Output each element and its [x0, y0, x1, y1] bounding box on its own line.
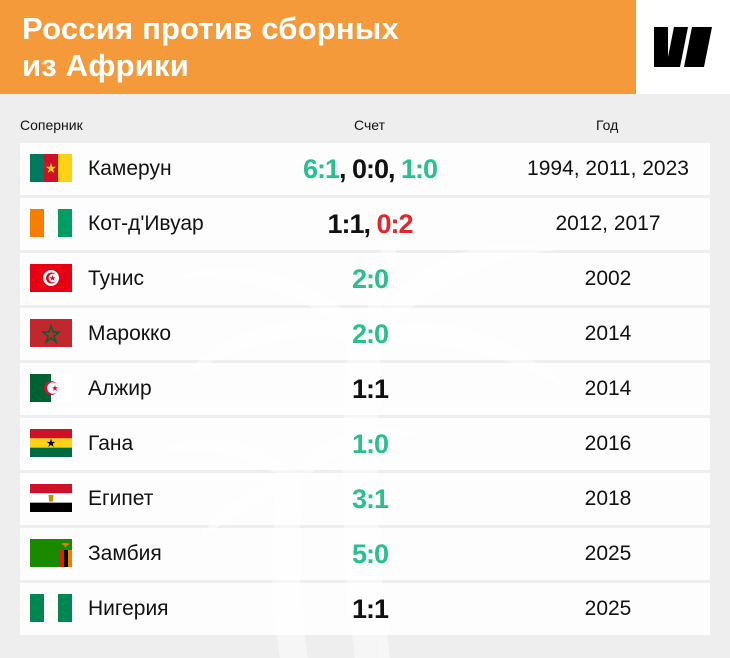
team-name: Камерун — [88, 157, 172, 180]
score-value: 2:0 — [351, 264, 389, 294]
score-cell: 1:0 — [220, 418, 520, 470]
score-cell: 5:0 — [220, 528, 520, 580]
team-name: Гана — [88, 432, 134, 455]
year-cell: 2012, 2017 — [555, 212, 661, 235]
year-cell: 1994, 2011, 2023 — [527, 157, 689, 180]
score-separator: , — [363, 209, 377, 239]
results-table: Камерун 6:1, 0:0, 1:0 1994, 2011, 2023 К… — [20, 143, 710, 638]
score-value: 3:1 — [351, 484, 389, 514]
table-row: Алжир 1:1 2014 — [20, 363, 710, 415]
morocco-flag-icon — [30, 319, 72, 347]
cameroon-flag-icon — [30, 154, 72, 182]
table-row: Египет 3:1 2018 — [20, 473, 710, 525]
team-name: Тунис — [88, 267, 144, 290]
team-name: Египет — [88, 487, 154, 510]
score-value: 1:0 — [351, 429, 389, 459]
nigeria-flag-icon — [30, 594, 72, 622]
ghana-flag-icon — [30, 429, 72, 457]
column-header-year: Год — [596, 117, 619, 133]
score-cell: 2:0 — [220, 253, 520, 305]
team-name: Кот-д'Ивуар — [88, 212, 204, 235]
algeria-flag-icon — [30, 374, 72, 402]
score-cell: 1:1 — [220, 363, 520, 415]
score-value: 1:1 — [351, 374, 389, 404]
year-cell: 2025 — [584, 597, 632, 620]
year-cell: 2014 — [584, 377, 632, 400]
year-cell: 2018 — [584, 487, 632, 510]
ivory-coast-flag-icon — [30, 209, 72, 237]
table-row: Нигерия 1:1 2025 — [20, 583, 710, 635]
team-name: Замбия — [88, 542, 162, 565]
table-row: Тунис 2:0 2002 — [20, 253, 710, 305]
table-row: Камерун 6:1, 0:0, 1:0 1994, 2011, 2023 — [20, 143, 710, 195]
page-title: Россия против сборных из Африки — [22, 10, 622, 84]
team-name: Нигерия — [88, 597, 169, 620]
year-cell: 2014 — [584, 322, 632, 345]
table-row: Кот-д'Ивуар 1:1, 0:2 2012, 2017 — [20, 198, 710, 250]
score-separator: , — [338, 154, 352, 184]
score-value: 1:1 — [327, 209, 364, 239]
column-header-score: Счет — [354, 117, 385, 133]
year-cell: 2025 — [584, 542, 632, 565]
tunisia-flag-icon — [30, 264, 72, 292]
egypt-flag-icon — [30, 484, 72, 512]
score-value: 2:0 — [351, 319, 389, 349]
score-cell: 1:1, 0:2 — [220, 198, 520, 250]
score-cell: 1:1 — [220, 583, 520, 635]
page-title-line-1: Россия против сборных — [22, 11, 399, 46]
brand-logo — [636, 0, 730, 94]
page-title-line-2: из Африки — [22, 48, 189, 83]
column-header-opponent: Соперник — [20, 117, 83, 133]
score-cell: 2:0 — [220, 308, 520, 360]
year-cell: 2002 — [584, 267, 632, 290]
score-value: 1:1 — [351, 594, 389, 624]
score-value: 0:2 — [376, 209, 414, 239]
score-cell: 6:1, 0:0, 1:0 — [220, 143, 520, 195]
year-cell: 2016 — [584, 432, 632, 455]
score-value: 0:0 — [351, 154, 389, 184]
score-value: 6:1 — [302, 154, 340, 184]
team-name: Алжир — [88, 377, 152, 400]
header: Россия против сборных из Африки — [0, 0, 636, 94]
table-row: Гана 1:0 2016 — [20, 418, 710, 470]
score-separator: , — [388, 154, 402, 184]
score-cell: 3:1 — [220, 473, 520, 525]
table-row: Марокко 2:0 2014 — [20, 308, 710, 360]
table-row: Замбия 5:0 2025 — [20, 528, 710, 580]
score-value: 1:0 — [401, 154, 438, 184]
score-value: 5:0 — [351, 539, 389, 569]
brand-logo-icon — [654, 27, 712, 67]
zambia-flag-icon — [30, 539, 72, 567]
team-name: Марокко — [88, 322, 172, 345]
